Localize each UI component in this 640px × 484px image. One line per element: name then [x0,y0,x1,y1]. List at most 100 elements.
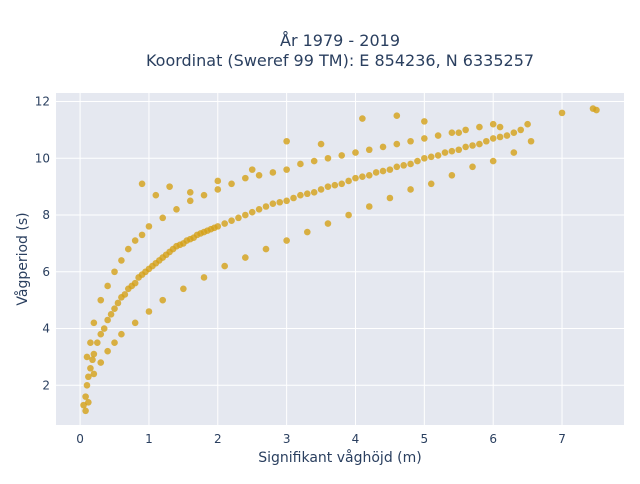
data-point [111,305,118,312]
data-point [152,191,160,199]
data-point [82,393,89,400]
data-point [262,203,270,210]
data-point [359,173,366,181]
data-point [90,350,98,358]
data-point [393,112,401,120]
data-point [407,186,414,193]
data-point [269,169,277,176]
data-point [111,268,118,276]
data-point [434,152,442,159]
data-point [310,189,318,196]
data-point [159,214,167,222]
data-point [483,137,490,145]
data-point [90,319,98,327]
data-point [290,194,297,202]
data-point [221,262,228,270]
data-point [214,177,222,185]
data-point [235,214,242,222]
data-point [324,183,332,190]
data-point [317,140,325,148]
data-point [118,257,125,264]
data-points [80,105,600,415]
data-point [527,137,535,145]
data-point [255,171,263,179]
plot-area [56,93,624,425]
data-point [248,208,256,216]
x-tick-label: 0 [76,432,84,446]
data-point [85,373,92,381]
data-point [121,291,129,298]
data-point [386,166,394,173]
y-axis-title: Vågperiod (s) [14,212,31,305]
chart-title-line-2: Koordinat (Sweref 99 TM): E 854236, N 63… [146,51,534,70]
data-point [317,186,325,193]
data-point [365,146,373,154]
data-point [248,166,256,173]
data-point [87,364,94,372]
y-tick-label: 4 [42,322,50,336]
y-tick-label: 10 [35,151,50,165]
data-point [441,149,449,156]
x-tick-label: 7 [558,432,566,446]
data-point [83,381,91,389]
data-point [524,120,531,128]
data-point [352,174,359,182]
data-point [372,169,380,176]
data-point [104,347,111,355]
data-point [324,220,332,227]
data-point [455,146,463,154]
data-point [124,245,132,253]
x-tick-label: 6 [489,432,497,446]
data-point [145,223,153,230]
data-point [510,149,518,156]
data-point [87,339,94,347]
data-point [138,180,146,188]
data-point [345,211,352,219]
data-point [297,160,304,168]
y-tick-label: 12 [35,95,50,109]
data-point [427,180,435,188]
data-point [242,174,249,182]
data-point [145,308,153,315]
data-point [345,177,352,185]
data-point [283,237,290,244]
data-point [85,398,92,406]
data-point [138,231,146,239]
data-point [283,137,290,145]
data-point [221,220,228,227]
data-point [386,194,394,202]
data-point [496,123,504,131]
y-tick-label: 8 [42,208,50,222]
data-point [90,370,98,378]
data-point [214,223,222,230]
data-point [228,217,235,224]
data-point [407,160,414,168]
data-point [414,157,421,165]
data-point [186,197,194,205]
data-point [448,171,456,179]
data-point [297,191,304,199]
data-point [186,189,194,196]
data-point [107,311,115,318]
data-point [427,153,435,161]
data-point [365,171,373,179]
data-point [104,316,111,324]
chart-title-line-1: År 1979 - 2019 [280,31,400,50]
data-point [94,339,101,347]
data-point [489,120,497,128]
data-point [448,129,456,137]
data-point [242,254,249,261]
data-point [159,296,167,304]
data-point [421,135,428,142]
data-point [276,198,284,206]
data-point [83,353,91,361]
y-tick-label: 6 [42,265,50,279]
data-point [476,140,483,148]
data-point [407,137,414,145]
data-point [262,245,270,253]
data-point [89,356,96,364]
data-point [97,296,105,304]
data-point [303,190,311,198]
